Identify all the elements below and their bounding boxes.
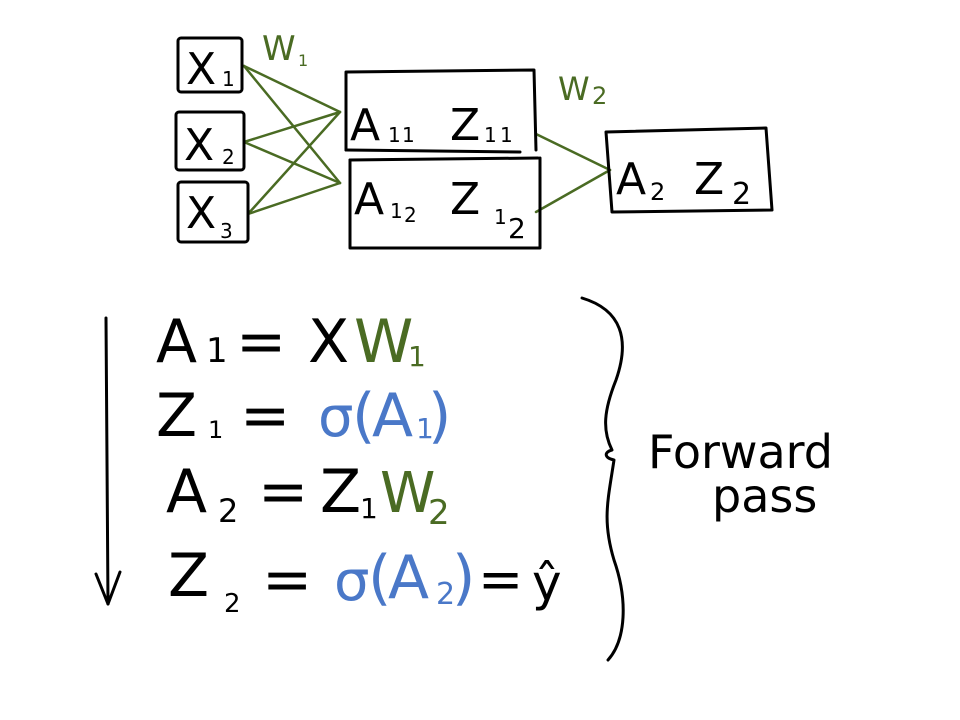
input-box-x1	[176, 36, 244, 94]
eq2-lhs: Z	[156, 381, 197, 451]
hidden-layer: A 1 1 Z 1 1 A 1 2 Z 1 2	[344, 68, 542, 250]
w2-connections	[534, 132, 612, 214]
hidden-node-1: A 1 1 Z 1 1	[350, 100, 513, 151]
output-z2-base: Z	[694, 154, 724, 205]
eq2-paren-open: (	[352, 381, 375, 451]
eq1-rhs-black: X	[308, 307, 349, 377]
edge-x1-h1	[242, 64, 342, 114]
input-box-x2	[174, 110, 246, 172]
eq4-paren-close: )	[452, 543, 475, 613]
down-arrow-head	[94, 570, 122, 606]
input-label-x1: X	[186, 44, 216, 95]
input-sub-x1: 1	[222, 67, 235, 91]
input-sub-x2: 2	[222, 145, 235, 169]
eq3-eq: =	[258, 457, 308, 527]
weight-label-w1: W 1	[262, 29, 308, 70]
eq2-paren-close: )	[428, 381, 451, 451]
input-node-x2: X 2	[174, 110, 246, 172]
eq1-lhs-sub: 1	[206, 331, 228, 371]
eq3-rhs-black-sub: 1	[360, 492, 378, 525]
network-diagram: X 1 X 2 X 3 W 1 W 2	[174, 29, 774, 250]
eq1-eq: =	[236, 307, 286, 377]
w1-connections	[242, 64, 342, 216]
eq3-lhs: A	[166, 457, 207, 527]
annotation-line-2: pass	[712, 469, 817, 523]
eq4-lhs: Z	[168, 541, 209, 611]
edge-x3-h1	[246, 110, 342, 216]
eq3-rhs-black: Z	[320, 457, 361, 527]
output-a2-sub: 2	[650, 178, 665, 206]
input-label-x2: X	[184, 120, 214, 171]
down-arrow-shaft	[104, 316, 110, 606]
hidden-a12-subsub: 2	[404, 203, 417, 227]
input-box-x3	[176, 180, 250, 244]
annotation-line-1: Forward	[648, 425, 833, 479]
equation-2: Z 1 = σ ( A 1 )	[156, 381, 451, 451]
eq4-eq: =	[262, 545, 312, 615]
equation-4: Z 2 = σ ( A 2 ) = ŷ	[168, 541, 562, 619]
hidden-box-bottom	[348, 156, 542, 250]
hidden-divider-2	[348, 156, 540, 162]
output-node: A 2 Z 2	[604, 126, 774, 214]
eq4-arg-sub: 2	[436, 577, 455, 612]
hidden-divider-1	[344, 148, 522, 154]
edge-h1-out	[534, 132, 612, 172]
eq3-lhs-sub: 2	[218, 492, 238, 530]
eq4-sigma: σ	[334, 549, 370, 614]
eq1-lhs: A	[156, 307, 197, 377]
eq2-arg-sub: 1	[416, 412, 434, 445]
input-sub-x3: 3	[220, 219, 233, 243]
output-box	[604, 126, 774, 214]
down-arrow	[94, 316, 122, 606]
input-node-x1: X 1	[176, 36, 244, 95]
edge-x3-h2	[246, 181, 342, 216]
edge-x1-h2	[242, 64, 342, 185]
hidden-z12-sub: 1	[494, 205, 507, 229]
w1-sub: 1	[298, 51, 308, 70]
hidden-box-top	[344, 68, 538, 152]
curly-brace	[580, 296, 625, 662]
output-z2-sub: 2	[732, 177, 751, 212]
hidden-z11-base: Z	[450, 100, 480, 151]
edge-x2-h1	[242, 110, 342, 144]
w2-sub: 2	[592, 82, 607, 110]
input-node-x3: X 3	[176, 180, 250, 244]
eq1-rhs-green: W	[354, 307, 413, 377]
eq4-arg: A	[388, 543, 429, 613]
hidden-a12-sub: 1	[390, 199, 403, 223]
input-label-x3: X	[186, 188, 216, 239]
equation-1: A 1 = X W 1	[156, 307, 426, 377]
eq2-lhs-sub: 1	[208, 416, 223, 444]
hidden-a11-sub: 1	[388, 123, 401, 147]
edge-h2-out	[534, 168, 612, 214]
eq4-result: ŷ	[532, 554, 562, 612]
eq2-sigma: σ	[318, 385, 354, 450]
hidden-a11-subsub: 1	[402, 123, 415, 147]
hidden-a12-base: A	[354, 174, 384, 225]
w1-label: W	[262, 29, 296, 69]
weight-label-w2: W 2	[558, 70, 607, 110]
hidden-z12-base: Z	[450, 174, 480, 225]
hidden-z12-subsub: 2	[508, 212, 526, 245]
hidden-z11-subsub: 1	[500, 123, 513, 147]
eq3-rhs-green: W	[380, 461, 435, 526]
forward-pass-annotation: Forward pass	[648, 425, 833, 523]
eq2-eq: =	[240, 381, 290, 451]
eq4-lhs-sub: 2	[224, 589, 241, 619]
output-a2-base: A	[616, 154, 646, 205]
w2-label: W	[558, 70, 590, 108]
edge-x2-h2	[242, 140, 342, 185]
hidden-z11-sub: 1	[484, 123, 497, 147]
eq2-arg: A	[372, 381, 413, 451]
eq3-rhs-green-sub: 2	[428, 493, 450, 533]
equations: A 1 = X W 1 Z 1 = σ ( A 1 ) A 2 = Z 1 W …	[94, 296, 625, 662]
eq1-rhs-green-sub: 1	[408, 340, 426, 373]
eq4-paren-open: (	[368, 543, 391, 613]
hidden-a11-base: A	[350, 100, 380, 151]
eq4-eq2: =	[478, 548, 523, 611]
equation-3: A 2 = Z 1 W 2	[166, 457, 450, 533]
hidden-node-2: A 1 2 Z 1 2	[354, 174, 526, 245]
